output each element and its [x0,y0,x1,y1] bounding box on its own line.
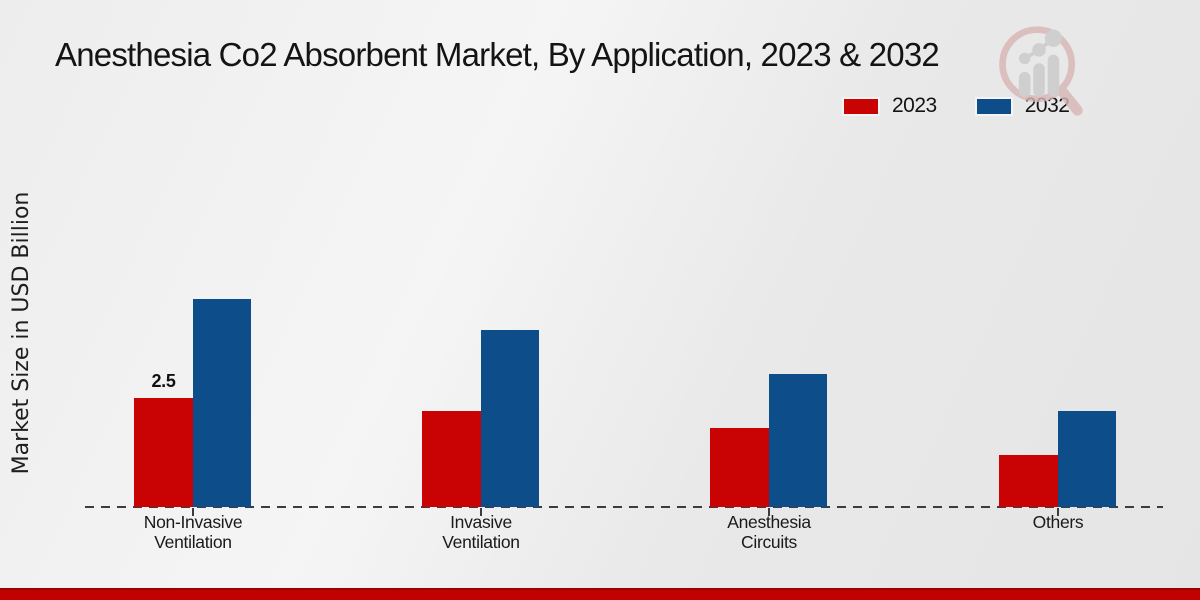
legend-swatch-2023 [842,96,880,116]
bar-value-label: 2.5 [151,371,176,391]
x-axis-tick [1057,508,1059,516]
footer-accent-bar [0,588,1200,600]
x-axis-baseline [85,506,1163,508]
x-axis-category-label: Non-Invasive Ventilation [143,512,243,552]
x-axis-category-label: Invasive Ventilation [442,512,520,552]
bar-2032-category-1 [481,330,539,507]
legend-item-2032: 2032 [974,94,1070,118]
bar-2023-category-1 [422,411,481,507]
bar-2032-category-0 [193,299,251,507]
chart-title: Anesthesia Co2 Absorbent Market, By Appl… [55,36,940,73]
legend: 2023 2032 [842,94,1070,118]
magnifier-bar-chart-logo-icon [999,26,1083,116]
y-axis-label: Market Size in USD Billion [9,191,34,475]
bar-2023-category-0 [134,398,193,507]
legend-item-2023: 2023 [842,94,937,118]
legend-swatch-2032 [974,96,1013,116]
legend-label-2023: 2023 [892,94,937,117]
bar-2023-category-2 [710,428,769,507]
bar-2032-category-3 [1058,411,1116,507]
x-axis-category-label: Others [1032,512,1084,532]
plot-area: Non-Invasive Ventilation Invasive Ventila… [85,150,1163,552]
x-axis-tick [768,508,770,516]
bar-2032-category-2 [769,374,827,507]
bar-2023-category-3 [999,455,1058,507]
x-axis-tick [192,508,194,516]
x-axis-category-label: Anesthesia Circuits [727,512,811,552]
x-axis-tick [480,508,482,516]
